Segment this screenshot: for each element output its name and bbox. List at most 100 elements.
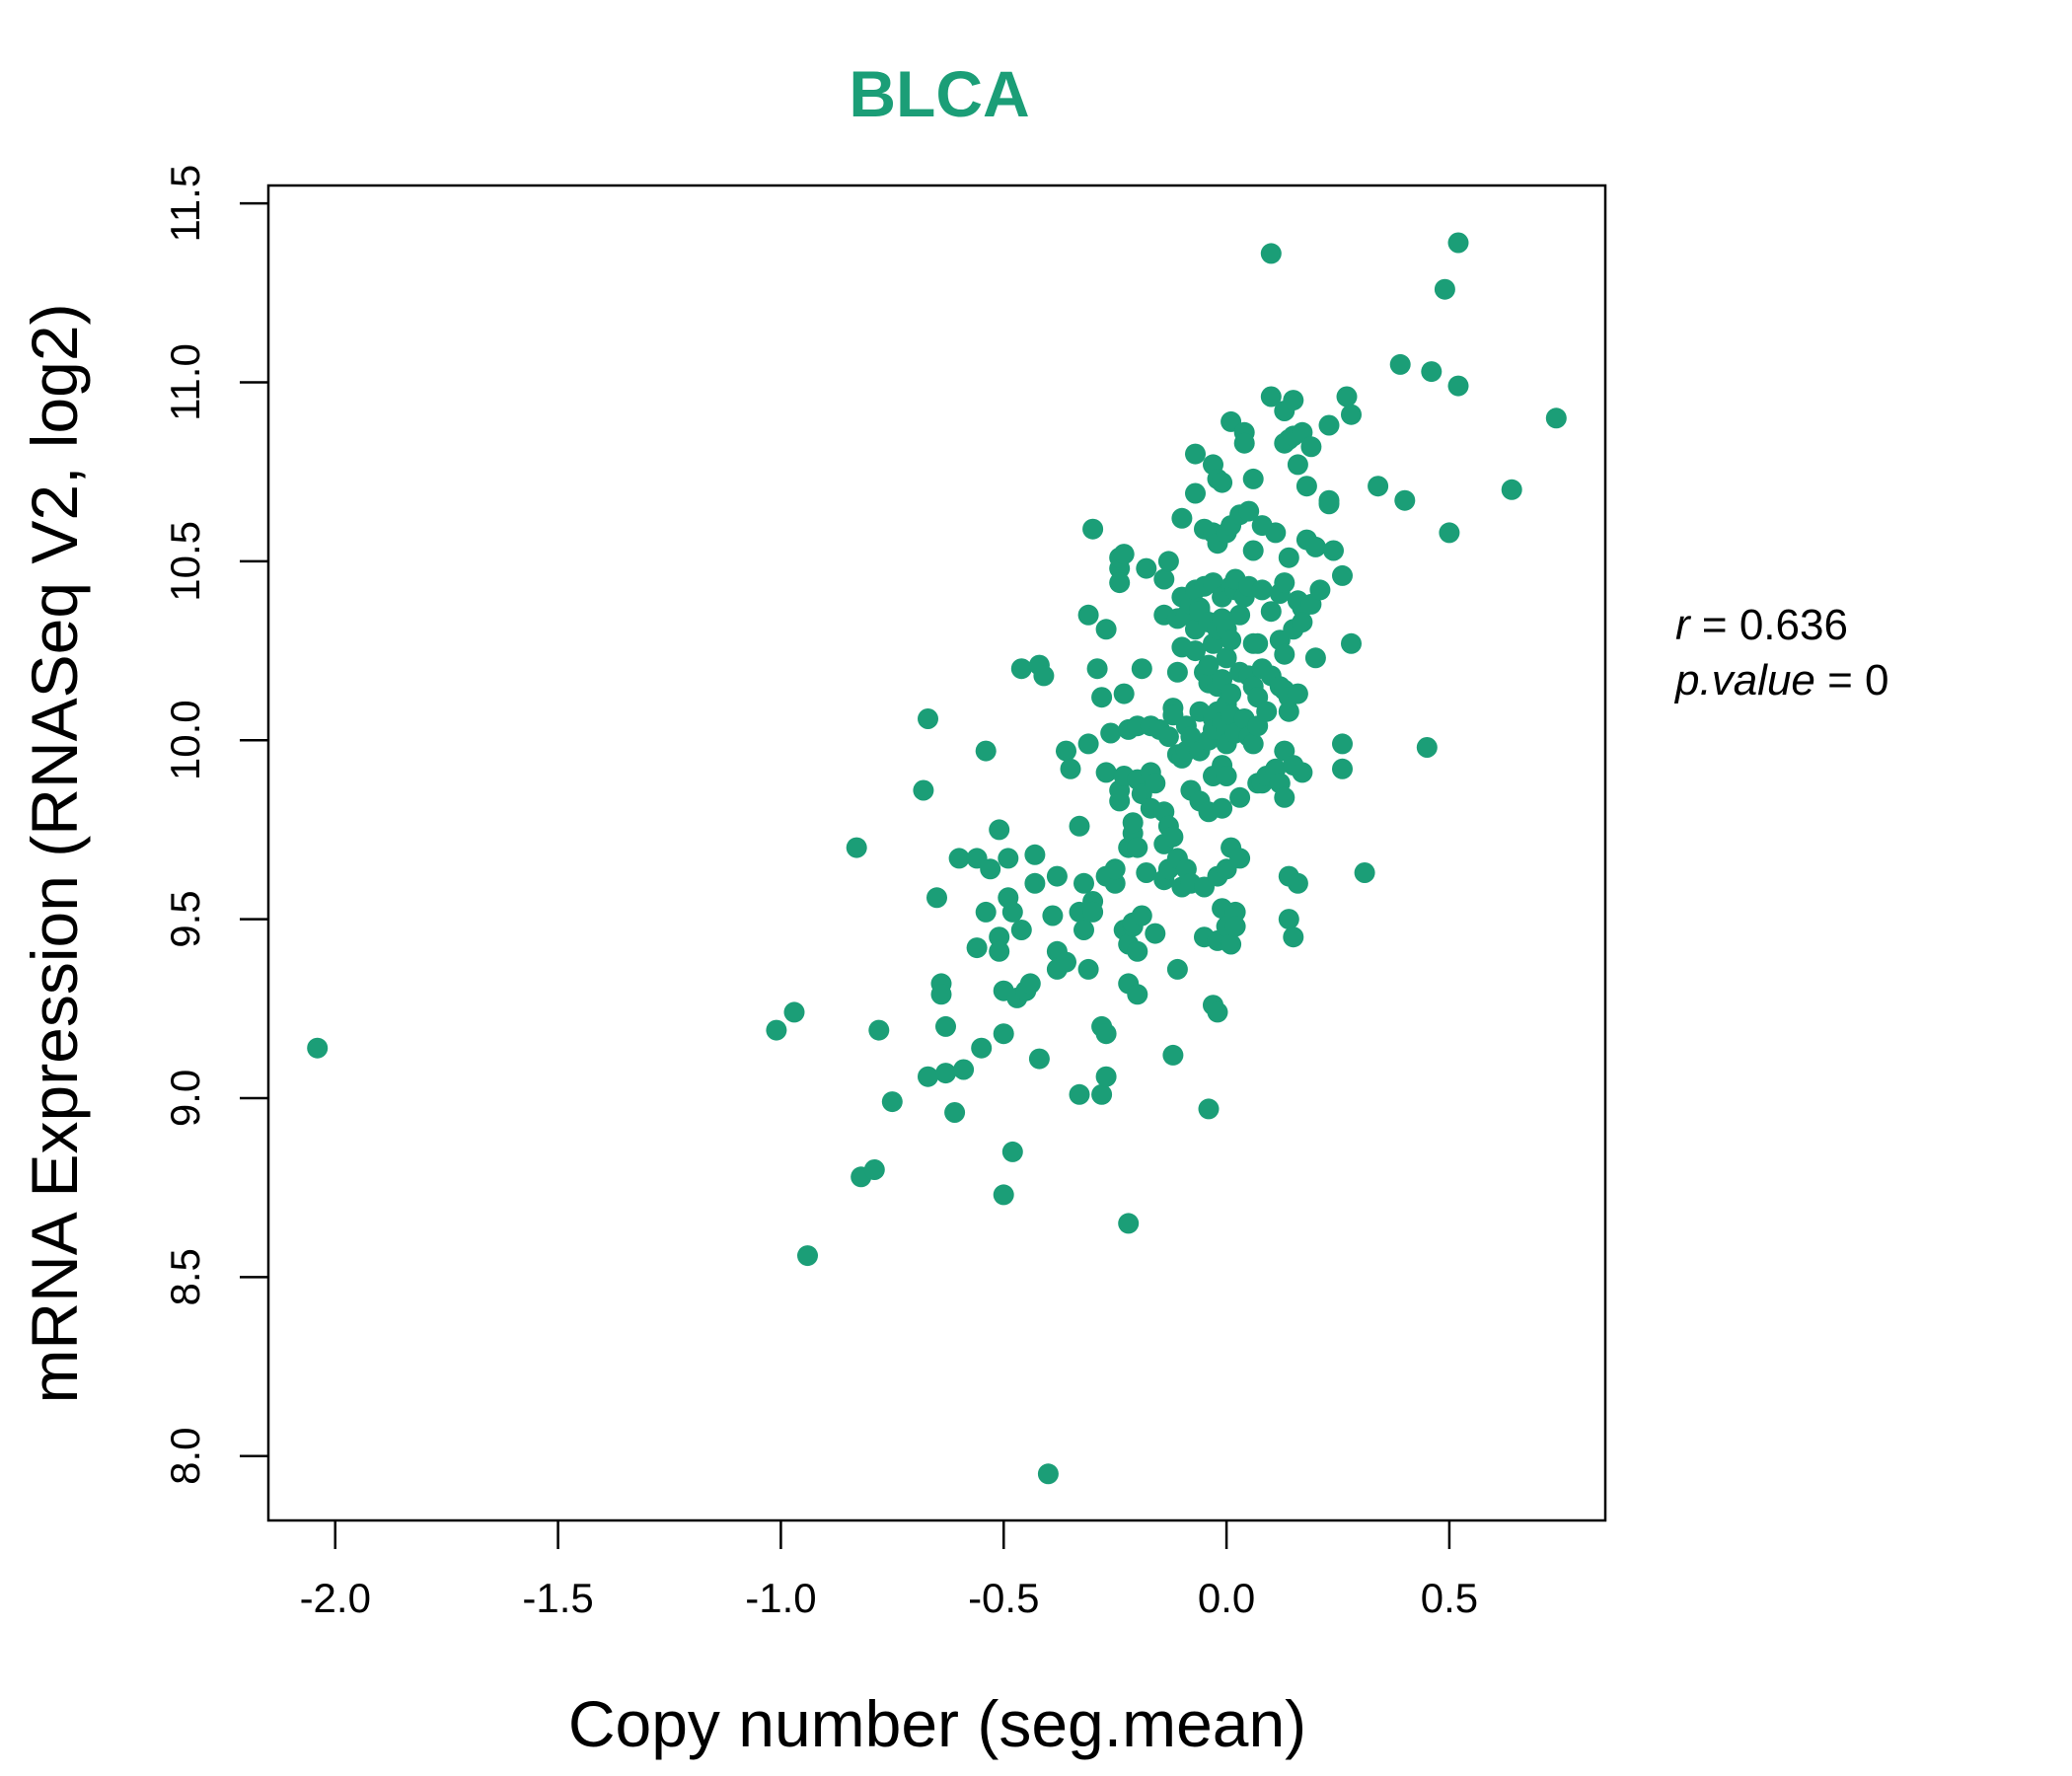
data-point-273 — [1295, 476, 1317, 497]
data-point-14 — [930, 984, 952, 1005]
data-point-201 — [1221, 933, 1242, 955]
data-point-11 — [918, 1066, 938, 1087]
x-axis-label: Copy number (seg.mean) — [568, 1687, 1306, 1760]
data-point-76 — [1104, 858, 1126, 880]
data-point-101 — [1131, 905, 1152, 926]
data-point-220 — [1238, 500, 1260, 522]
p-equals: = — [1815, 656, 1865, 704]
data-point-100 — [1131, 658, 1152, 680]
data-point-40 — [1019, 973, 1041, 995]
data-point-56 — [1069, 1083, 1090, 1105]
data-point-12 — [926, 887, 947, 909]
data-point-69 — [1095, 1023, 1117, 1045]
y-tick-label-4: 10.0 — [162, 700, 208, 780]
data-point-7 — [868, 1019, 890, 1041]
data-point-116 — [1157, 726, 1179, 748]
data-point-241 — [1265, 522, 1287, 544]
data-point-225 — [1242, 468, 1264, 489]
x-tick-label-3: -0.5 — [968, 1575, 1039, 1621]
data-point-21 — [966, 937, 988, 959]
data-point-283 — [1323, 540, 1344, 561]
data-point-84 — [1113, 683, 1135, 704]
data-point-142 — [1185, 443, 1206, 465]
data-point-237 — [1260, 243, 1282, 264]
y-tick-label-5: 10.5 — [162, 521, 208, 602]
data-point-46 — [1037, 1463, 1059, 1485]
data-point-48 — [1046, 865, 1068, 887]
data-point-285 — [1332, 733, 1353, 755]
data-point-288 — [1341, 632, 1362, 654]
data-point-8 — [881, 1091, 903, 1113]
data-point-38 — [1010, 920, 1032, 940]
data-point-51 — [1056, 951, 1076, 973]
data-point-26 — [989, 819, 1010, 841]
p-stat: p.value = 0 — [1673, 656, 1889, 704]
data-point-205 — [1224, 901, 1246, 923]
data-point-292 — [1389, 353, 1411, 375]
data-point-10 — [918, 708, 938, 729]
data-point-231 — [1251, 579, 1273, 601]
x-tick-label-5: 0.5 — [1421, 1575, 1478, 1621]
data-point-277 — [1304, 536, 1326, 557]
data-point-58 — [1073, 872, 1094, 894]
data-point-146 — [1185, 640, 1206, 662]
data-point-17 — [944, 1102, 966, 1123]
data-point-286 — [1332, 758, 1353, 779]
data-point-209 — [1229, 786, 1251, 808]
data-point-63 — [1082, 901, 1104, 923]
data-point-108 — [1145, 923, 1166, 944]
data-point-1 — [797, 1245, 818, 1267]
x-tick-label-4: 0.0 — [1198, 1575, 1255, 1621]
data-point-297 — [1439, 522, 1460, 544]
data-point-293 — [1394, 489, 1416, 511]
y-tick-label-2: 9.0 — [162, 1070, 208, 1127]
data-point-279 — [1309, 579, 1331, 601]
plot-frame — [266, 184, 1607, 1522]
data-point-216 — [1233, 432, 1255, 454]
data-point-5 — [863, 1159, 885, 1180]
data-point-268 — [1287, 454, 1308, 476]
data-point-31 — [993, 1184, 1014, 1206]
data-point-30 — [993, 1023, 1014, 1045]
data-point-281 — [1318, 489, 1340, 511]
data-point-123 — [1162, 1044, 1184, 1066]
data-point-87 — [1118, 1213, 1140, 1234]
r-stat: r = 0.636 — [1675, 601, 1848, 649]
data-point-271 — [1292, 612, 1313, 632]
data-point-212 — [1229, 848, 1251, 869]
data-point-73 — [1095, 762, 1117, 783]
data-point-45 — [1033, 665, 1055, 687]
data-point-238 — [1260, 386, 1282, 407]
data-point-301 — [1545, 407, 1567, 429]
data-point-37 — [1010, 658, 1032, 680]
r-label: r — [1675, 601, 1692, 649]
data-point-159 — [1198, 654, 1220, 676]
data-point-261 — [1283, 926, 1304, 948]
data-point-53 — [1060, 758, 1081, 779]
data-point-124 — [1166, 958, 1188, 980]
data-point-266 — [1287, 872, 1308, 894]
data-point-66 — [1091, 687, 1113, 708]
data-point-65 — [1086, 658, 1108, 680]
y-tick-label-7: 11.5 — [162, 165, 208, 243]
data-point-236 — [1256, 701, 1278, 722]
data-point-213 — [1229, 604, 1251, 626]
data-point-174 — [1207, 1001, 1228, 1023]
data-point-290 — [1354, 862, 1375, 883]
data-point-224 — [1242, 540, 1264, 561]
data-point-15 — [935, 1015, 956, 1037]
data-point-57 — [1073, 920, 1094, 940]
y-axis: 8.0 8.5 9.0 9.5 10.0 10.5 11.0 11.5 — [162, 165, 268, 1485]
data-point-6 — [846, 837, 867, 858]
data-point-52 — [1056, 740, 1076, 762]
data-point-42 — [1024, 844, 1046, 865]
data-point-183 — [1212, 472, 1233, 493]
data-point-60 — [1077, 604, 1099, 626]
x-axis: -2.0 -1.5 -1.0 -0.5 0.0 0.5 — [300, 1520, 1478, 1621]
data-point-294 — [1416, 737, 1438, 758]
y-tick-label-1: 8.5 — [162, 1248, 208, 1305]
data-point-28 — [989, 940, 1010, 962]
data-point-267 — [1287, 683, 1308, 704]
data-point-113 — [1153, 568, 1175, 590]
